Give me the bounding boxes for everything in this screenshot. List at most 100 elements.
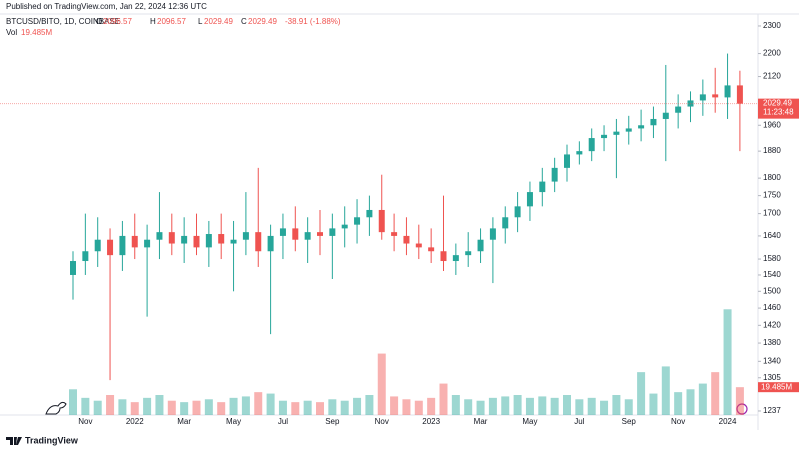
candle-body [144, 239, 151, 248]
candle-body [675, 106, 682, 113]
volume-bar [377, 353, 386, 415]
volume-bar [266, 393, 275, 415]
candle-body [403, 235, 410, 244]
x-tick-label: May [522, 417, 537, 426]
y-tick-label: 1580 [763, 254, 781, 263]
volume-bar [143, 397, 152, 415]
y-tick-label: 2200 [763, 49, 781, 58]
candle-body [242, 232, 249, 240]
volume-bar [414, 400, 423, 415]
y-tick-label: 1500 [763, 286, 781, 295]
volume-bar [674, 392, 683, 415]
candle-body [193, 235, 200, 248]
candle-body [650, 118, 657, 126]
candle-body [70, 261, 76, 275]
volume-bar [291, 402, 300, 415]
candle-body [230, 239, 237, 244]
low-label: L [198, 17, 203, 26]
candle-body [588, 138, 595, 152]
candle-body [82, 251, 89, 262]
candle-body [218, 234, 225, 244]
price-tag [758, 98, 799, 119]
candle-body [341, 224, 348, 229]
candle-body [205, 234, 212, 248]
volume-bar [575, 399, 584, 415]
candles [70, 53, 743, 381]
volume-bar [303, 400, 312, 415]
brand: TradingView [25, 435, 79, 445]
candle-body [354, 217, 361, 225]
y-tick-label: 1800 [763, 173, 781, 182]
x-tick-label: Sep [622, 417, 637, 426]
candle-body [526, 192, 533, 207]
volume-bar [538, 396, 547, 415]
y-tick-label: 1640 [763, 231, 781, 240]
volume-bar [563, 395, 571, 415]
candle-body [119, 235, 126, 256]
volume-label: Vol [6, 28, 17, 37]
open-value: 2096.57 [103, 17, 132, 26]
volume-bar [390, 396, 399, 415]
volume-bar [328, 399, 337, 415]
candle-body [440, 251, 447, 262]
volume-bar [118, 399, 127, 415]
candle-body [638, 125, 645, 129]
volume-bar [476, 400, 485, 415]
x-tick-label: May [226, 417, 241, 426]
y-tick-label: 1540 [763, 270, 781, 279]
volume-bar [525, 397, 534, 415]
candle-body [304, 232, 311, 240]
candle-body [712, 94, 719, 98]
volume-bar [365, 395, 374, 415]
x-tick-label: Nov [671, 417, 685, 426]
candle-body [576, 151, 583, 155]
candle-body [564, 154, 570, 168]
x-tick-label: 2022 [126, 417, 144, 426]
change-value: -38.91 (-1.88%) [285, 17, 341, 26]
volume-bar [81, 397, 90, 415]
y-tick-label: 2120 [763, 72, 781, 81]
volume-bar [513, 395, 522, 415]
volume-bar [661, 366, 670, 415]
candle-body [551, 167, 558, 182]
high-value: 2096.57 [157, 17, 186, 26]
volume-tag [758, 382, 799, 393]
candle-body [699, 94, 706, 101]
volume-bar [278, 400, 287, 415]
volume-bar [612, 395, 621, 415]
candle-body [366, 209, 373, 218]
y-tick-label: 1460 [763, 303, 781, 312]
y-tick-label: 1380 [763, 338, 781, 347]
candle-body [131, 235, 138, 248]
candle-body [94, 239, 101, 252]
candle-body [329, 228, 336, 236]
candle-body [415, 243, 422, 248]
volume-bar [93, 400, 102, 415]
volume-bar [587, 397, 596, 415]
candle-body [317, 232, 323, 236]
volume-bar [217, 402, 226, 415]
volume-bar [130, 402, 139, 415]
volume-bar [735, 387, 744, 415]
volume-bar [698, 383, 707, 415]
volume-bar [723, 309, 732, 415]
published-note: Published on TradingView.com, Jan 22, 20… [6, 2, 207, 11]
events-icon[interactable] [736, 403, 748, 415]
logo [6, 437, 22, 445]
volume-bar [649, 393, 658, 415]
y-tick-label: 1305 [763, 373, 781, 382]
candle-body [724, 85, 731, 98]
volume-bar [316, 402, 324, 415]
candle-body [391, 232, 398, 236]
volume-bar [155, 395, 164, 415]
candle-body [514, 206, 521, 218]
volume-bar [229, 397, 238, 415]
volume-bar [167, 400, 176, 415]
volume-bar [69, 389, 77, 415]
open-label: O [96, 17, 102, 26]
volume-bar [686, 389, 695, 415]
volume-bar [711, 372, 720, 415]
candle-body [279, 228, 286, 236]
volume-bar [637, 372, 646, 415]
